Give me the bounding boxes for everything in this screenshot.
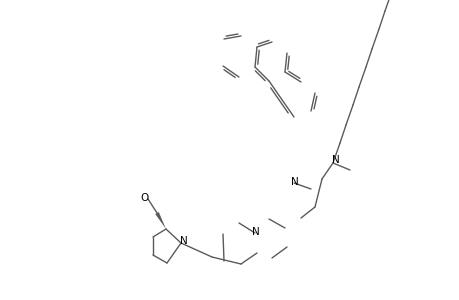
Text: N: N bbox=[252, 227, 259, 237]
Polygon shape bbox=[155, 212, 166, 229]
Text: N: N bbox=[180, 236, 187, 246]
Text: N: N bbox=[331, 155, 339, 165]
Text: O: O bbox=[140, 193, 149, 203]
Text: N: N bbox=[291, 177, 298, 187]
